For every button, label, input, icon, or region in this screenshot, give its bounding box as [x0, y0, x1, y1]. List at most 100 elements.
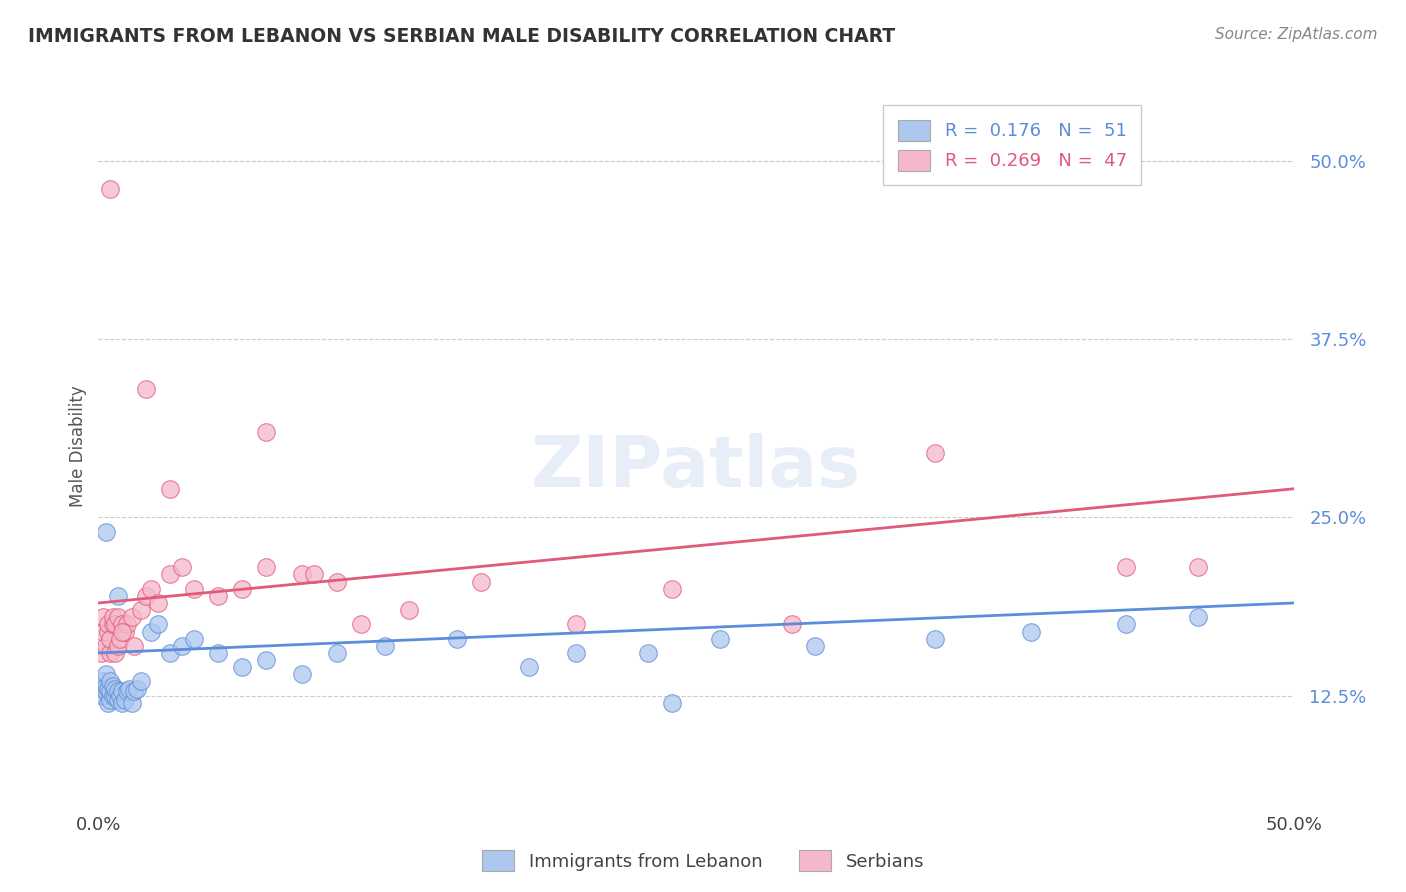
Point — [1019, 624, 1042, 639]
Point — [661, 696, 683, 710]
Point — [124, 639, 146, 653]
Point — [565, 617, 588, 632]
Point — [97, 624, 120, 639]
Point — [446, 632, 468, 646]
Point — [135, 589, 157, 603]
Point — [90, 681, 112, 696]
Point — [148, 596, 170, 610]
Point — [139, 624, 162, 639]
Point — [172, 639, 194, 653]
Point — [118, 681, 141, 696]
Point — [254, 425, 277, 439]
Point — [374, 639, 396, 653]
Point — [98, 646, 122, 660]
Point — [115, 684, 138, 698]
Text: IMMIGRANTS FROM LEBANON VS SERBIAN MALE DISABILITY CORRELATION CHART: IMMIGRANTS FROM LEBANON VS SERBIAN MALE … — [28, 27, 896, 45]
Point — [326, 646, 349, 660]
Point — [101, 610, 124, 624]
Point — [101, 617, 124, 632]
Point — [1187, 610, 1209, 624]
Point — [159, 482, 181, 496]
Point — [254, 653, 277, 667]
Point — [135, 382, 157, 396]
Point — [107, 589, 129, 603]
Point — [114, 693, 136, 707]
Point — [90, 646, 112, 660]
Point — [637, 646, 659, 660]
Point — [159, 646, 181, 660]
Point — [780, 617, 803, 632]
Point — [91, 674, 114, 689]
Point — [111, 696, 134, 710]
Point — [94, 639, 117, 653]
Point — [207, 589, 229, 603]
Point — [98, 693, 122, 707]
Point — [101, 689, 124, 703]
Point — [121, 696, 143, 710]
Point — [1115, 560, 1137, 574]
Point — [108, 632, 131, 646]
Point — [104, 646, 127, 660]
Legend: Immigrants from Lebanon, Serbians: Immigrants from Lebanon, Serbians — [475, 843, 931, 879]
Point — [121, 610, 143, 624]
Point — [207, 646, 229, 660]
Point — [661, 582, 683, 596]
Point — [104, 681, 127, 696]
Point — [159, 567, 181, 582]
Point — [183, 632, 205, 646]
Point — [97, 617, 120, 632]
Point — [565, 646, 588, 660]
Point — [139, 582, 162, 596]
Point — [183, 582, 205, 596]
Legend: R =  0.176   N =  51, R =  0.269   N =  47: R = 0.176 N = 51, R = 0.269 N = 47 — [883, 105, 1142, 185]
Point — [97, 696, 120, 710]
Point — [107, 610, 129, 624]
Point — [94, 524, 117, 539]
Point — [148, 617, 170, 632]
Text: Source: ZipAtlas.com: Source: ZipAtlas.com — [1215, 27, 1378, 42]
Point — [1115, 617, 1137, 632]
Point — [111, 684, 134, 698]
Point — [101, 679, 124, 693]
Point — [291, 567, 314, 582]
Point — [114, 624, 136, 639]
Point — [107, 693, 129, 707]
Point — [131, 674, 153, 689]
Point — [350, 617, 373, 632]
Point — [94, 679, 117, 693]
Point — [98, 674, 122, 689]
Point — [104, 689, 127, 703]
Point — [1187, 560, 1209, 574]
Point — [111, 624, 134, 639]
Point — [924, 632, 946, 646]
Point — [115, 617, 138, 632]
Point — [291, 667, 314, 681]
Point — [231, 660, 253, 674]
Point — [91, 624, 114, 639]
Point — [91, 689, 114, 703]
Point — [709, 632, 731, 646]
Point — [98, 182, 122, 196]
Point — [124, 684, 146, 698]
Point — [398, 603, 420, 617]
Point — [125, 681, 148, 696]
Point — [131, 603, 153, 617]
Point — [254, 560, 277, 574]
Point — [98, 684, 122, 698]
Point — [804, 639, 827, 653]
Point — [326, 574, 349, 589]
Point — [97, 681, 120, 696]
Point — [107, 639, 129, 653]
Point — [98, 632, 122, 646]
Point — [172, 560, 194, 574]
Point — [107, 684, 129, 698]
Text: ZIPatlas: ZIPatlas — [531, 433, 860, 502]
Point — [470, 574, 492, 589]
Point — [104, 617, 127, 632]
Point — [94, 684, 117, 698]
Point — [517, 660, 540, 674]
Point — [924, 446, 946, 460]
Point — [94, 667, 117, 681]
Point — [91, 610, 114, 624]
Point — [111, 617, 134, 632]
